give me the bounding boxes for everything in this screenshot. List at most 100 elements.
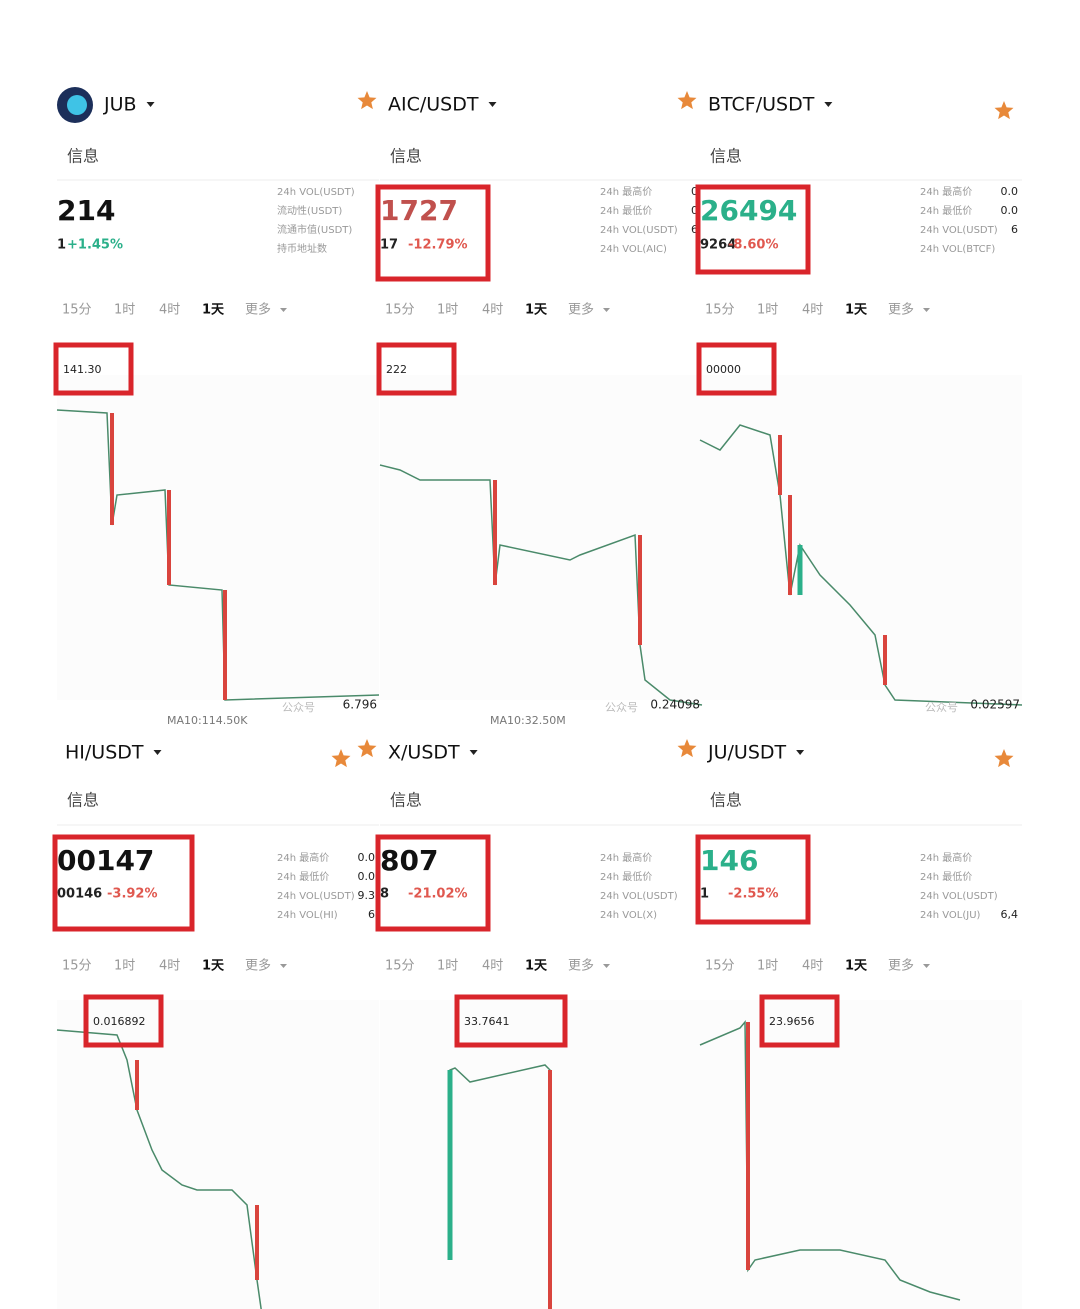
- high-box: [696, 342, 777, 396]
- stat-label: 24h VOL(HI): [277, 910, 338, 921]
- timeframe-tab[interactable]: 1时: [114, 303, 135, 318]
- dropdown-caret[interactable]: [824, 102, 833, 107]
- info-tab[interactable]: 信息: [710, 791, 742, 810]
- dropdown-caret[interactable]: [146, 102, 155, 107]
- timeframe-tab[interactable]: 4时: [159, 303, 180, 318]
- dropdown-caret[interactable]: [488, 102, 497, 107]
- timeframe-tab[interactable]: 4时: [482, 303, 503, 318]
- favorite-star[interactable]: [677, 739, 697, 758]
- favorite-star[interactable]: [331, 749, 351, 768]
- highlight-box: [375, 184, 491, 282]
- favorite-star[interactable]: [994, 101, 1014, 120]
- stat-label: 24h VOL(USDT): [600, 225, 678, 236]
- pair-title[interactable]: JUB: [103, 94, 137, 116]
- dropdown-caret[interactable]: [796, 750, 805, 755]
- info-tab[interactable]: 信息: [67, 147, 99, 166]
- favorite-star[interactable]: [357, 91, 377, 110]
- dropdown-caret[interactable]: [469, 750, 478, 755]
- high-box: [83, 994, 164, 1048]
- stat-value: 0.0: [1001, 204, 1019, 217]
- favorite-star[interactable]: [677, 91, 697, 110]
- timeframe-tab[interactable]: 15分: [62, 303, 92, 318]
- price-line: [379, 464, 703, 706]
- stat-label: 24h 最高价: [600, 851, 652, 864]
- pair-title[interactable]: AIC/USDT: [388, 94, 479, 116]
- info-tab[interactable]: 信息: [390, 147, 422, 166]
- timeframe-tab[interactable]: 15分: [705, 303, 735, 318]
- info-tab[interactable]: 信息: [390, 791, 422, 810]
- highlight-box: [695, 834, 811, 925]
- chart-area: [380, 1000, 702, 1309]
- ma-label: MA10:114.50K: [167, 714, 248, 727]
- chart-area: [57, 1000, 379, 1309]
- price-change: -8.60%: [728, 238, 779, 253]
- high-box: [376, 342, 457, 396]
- price-change: -12.79%: [408, 238, 468, 253]
- timeframe-tab[interactable]: 1时: [114, 959, 135, 974]
- timeframe-tab[interactable]: 1天: [845, 303, 868, 318]
- timeframe-tab[interactable]: 4时: [802, 303, 823, 318]
- favorite-star[interactable]: [994, 749, 1014, 768]
- price-line: [56, 1029, 262, 1309]
- low-price: 6.796: [343, 698, 377, 712]
- stat-value: 9.3: [358, 889, 376, 902]
- timeframe-tab[interactable]: 更多: [888, 302, 914, 318]
- timeframe-tab[interactable]: 1天: [525, 959, 548, 974]
- favorite-star[interactable]: [357, 739, 377, 758]
- stat-label: 24h VOL(AIC): [600, 244, 667, 255]
- stat-label: 24h 最高价: [600, 185, 652, 198]
- price-change: -3.92%: [107, 887, 158, 902]
- timeframe-tab[interactable]: 更多: [245, 302, 271, 318]
- prev-price: 17: [380, 238, 398, 253]
- dropdown-caret[interactable]: [153, 750, 162, 755]
- stat-label: 24h 最低价: [920, 204, 972, 217]
- timeframe-tab[interactable]: 1时: [437, 959, 458, 974]
- high-price: 0.016892: [93, 1015, 146, 1028]
- last-price: 1727: [380, 194, 458, 227]
- stat-label: 24h 最低价: [600, 204, 652, 217]
- high-price: 33.7641: [464, 1015, 510, 1028]
- timeframe-tab[interactable]: 1天: [845, 959, 868, 974]
- pair-title[interactable]: BTCF/USDT: [708, 94, 815, 116]
- chart-area: [700, 375, 1022, 700]
- timeframe-tab[interactable]: 4时: [802, 959, 823, 974]
- price-change: -2.55%: [728, 887, 779, 902]
- stat-value: 6,4: [1001, 908, 1019, 921]
- timeframe-tab[interactable]: 更多: [568, 958, 594, 974]
- timeframe-tab[interactable]: 更多: [888, 958, 914, 974]
- timeframe-tab[interactable]: 15分: [385, 303, 415, 318]
- high-price: 141.30: [63, 363, 102, 376]
- timeframe-tab[interactable]: 1时: [757, 303, 778, 318]
- prev-price: 1: [57, 238, 66, 253]
- timeframe-tab[interactable]: 4时: [159, 959, 180, 974]
- timeframe-tab[interactable]: 15分: [385, 959, 415, 974]
- timeframe-tab[interactable]: 1天: [202, 959, 225, 974]
- last-price: 26494: [700, 194, 797, 227]
- timeframe-tab[interactable]: 15分: [62, 959, 92, 974]
- prev-price: 8: [380, 887, 389, 902]
- timeframe-tab[interactable]: 15分: [705, 959, 735, 974]
- timeframe-tab[interactable]: 4时: [482, 959, 503, 974]
- timeframe-tab[interactable]: 更多: [245, 958, 271, 974]
- pair-title[interactable]: HI/USDT: [65, 742, 144, 764]
- timeframe-tab[interactable]: 更多: [568, 302, 594, 318]
- info-tab[interactable]: 信息: [67, 791, 99, 810]
- timeframe-tab[interactable]: 1时: [757, 959, 778, 974]
- timeframe-tab[interactable]: 1天: [525, 303, 548, 318]
- timeframe-tab[interactable]: 1时: [437, 303, 458, 318]
- stat-label: 24h VOL(USDT): [920, 891, 998, 902]
- stat-value: 0: [691, 185, 698, 198]
- stat-label: 24h VOL(USDT): [920, 225, 998, 236]
- pair-title[interactable]: X/USDT: [388, 742, 460, 764]
- chart-area: [700, 1000, 1022, 1309]
- chart-area: [57, 375, 379, 700]
- timeframe-tab[interactable]: 1天: [202, 303, 225, 318]
- high-price: 23.9656: [769, 1015, 815, 1028]
- pair-title[interactable]: JU/USDT: [707, 742, 787, 764]
- low-price: 0.24098: [650, 698, 700, 712]
- info-tab[interactable]: 信息: [710, 147, 742, 166]
- price-change: -21.02%: [408, 887, 468, 902]
- high-box: [454, 994, 568, 1048]
- more-caret: [280, 964, 287, 968]
